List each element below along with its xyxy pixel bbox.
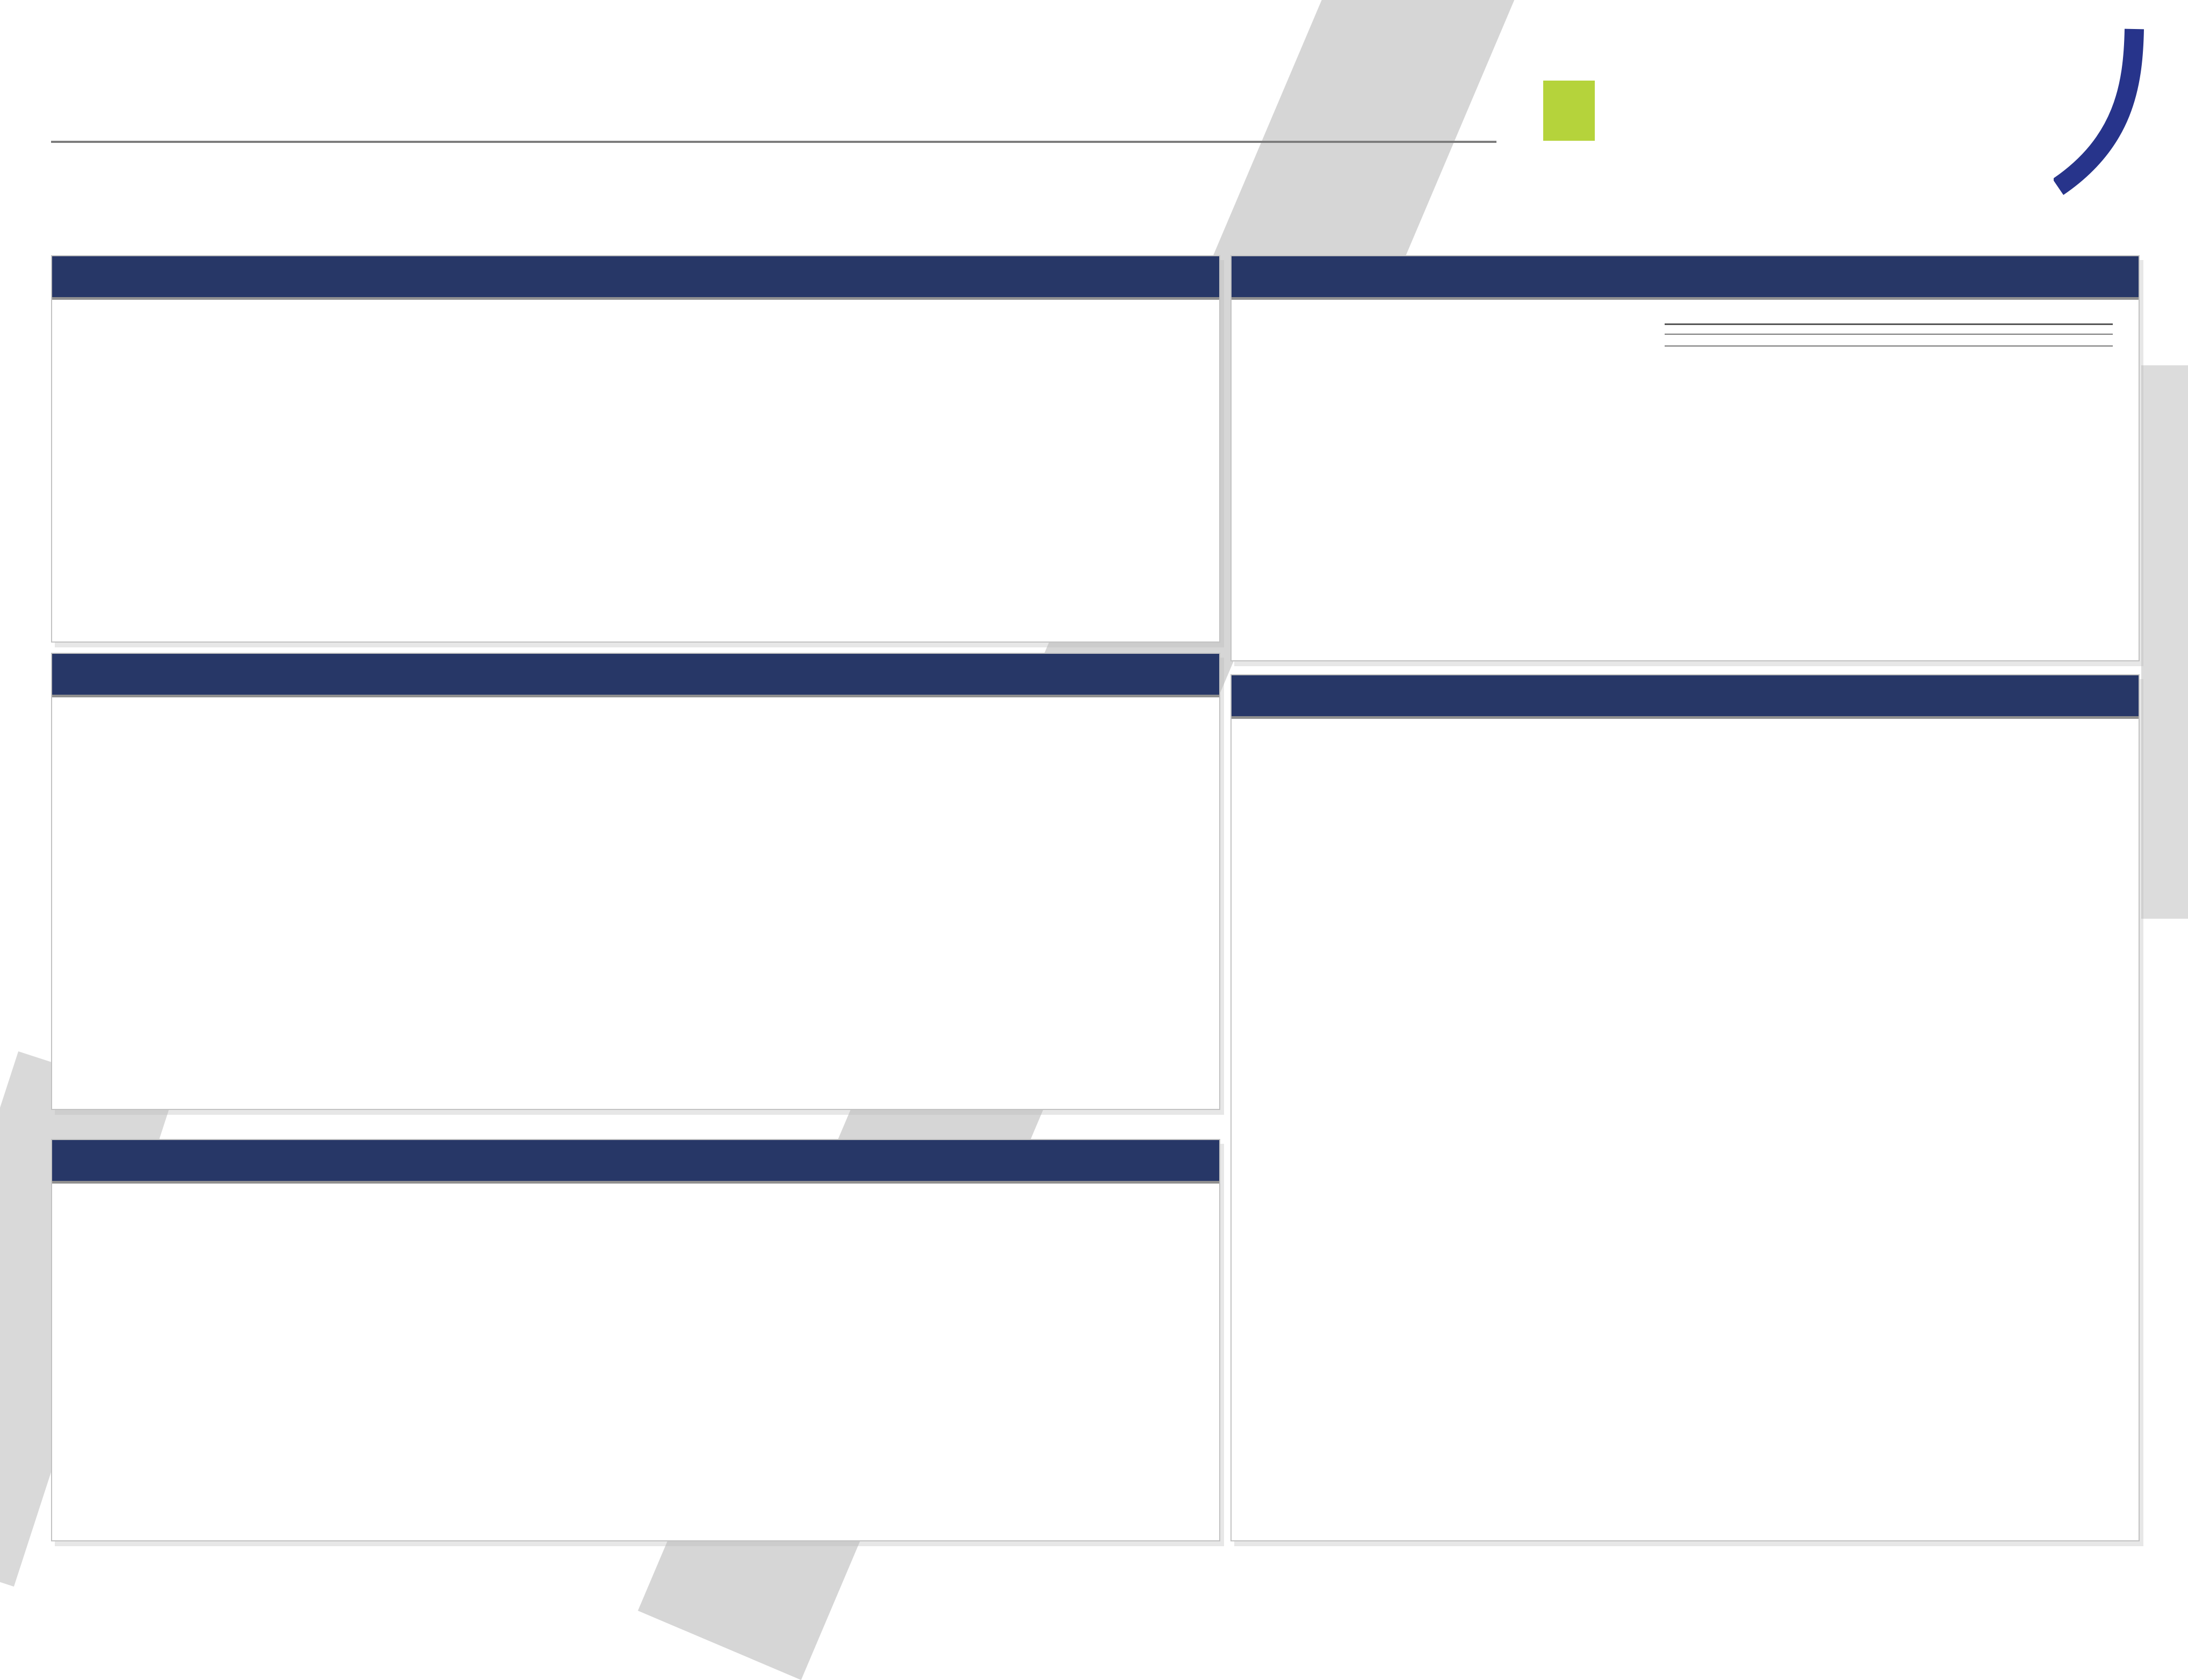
panel-introduction [51,255,1220,643]
panel-combining-header [52,654,1219,697]
observations-block [433,721,871,729]
introduction-body [52,300,1219,319]
panel-comparing [1230,674,2140,1541]
header-divider [51,141,1496,143]
figure1-block [78,721,433,729]
algorithm-title [1665,323,2113,335]
panel-introduction-header [52,256,1219,300]
figure3-block [67,1191,636,1199]
figure4-block [636,1191,1204,1199]
panel-instability-header [52,1140,1219,1184]
algorithm-box [1665,323,2113,347]
zib-logo [1928,21,2143,24]
panel-recipe [1230,255,2140,661]
figure5-block [1254,323,1652,347]
comparing-body [1232,719,2139,758]
qr-code [1773,30,1908,164]
combining-body [52,697,1219,741]
mathplus-logo [1538,80,1769,141]
panel-recipe-header [1232,256,2139,300]
instability-body [52,1184,1219,1206]
panel-instability [51,1139,1220,1541]
zib-swoosh-icon [2054,28,2144,195]
panel-comparing-header [1232,675,2139,719]
figure2-block [871,721,1193,729]
background-ribbon [2141,365,2188,919]
recipe-body [1232,300,2139,360]
mathplus-plus-icon [1543,81,1595,141]
panel-combining [51,653,1220,1110]
